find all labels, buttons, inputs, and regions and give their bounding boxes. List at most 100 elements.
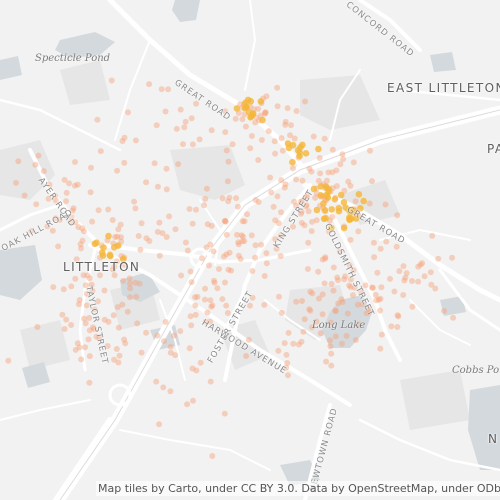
incident-point <box>131 198 138 205</box>
incident-point-hotspot <box>302 150 310 157</box>
incident-point <box>290 165 296 172</box>
incident-point-hotspot <box>285 144 293 152</box>
incident-point <box>317 170 324 177</box>
incident-point <box>333 183 340 190</box>
incident-point <box>73 256 80 263</box>
incident-point <box>277 253 284 260</box>
incident-point <box>68 283 75 290</box>
incident-point <box>258 241 265 248</box>
incident-point <box>330 264 337 271</box>
incident-point <box>334 274 341 281</box>
incident-point-hotspot <box>105 232 112 240</box>
incident-point <box>167 349 174 356</box>
incident-point <box>369 284 376 291</box>
incident-point <box>72 182 78 189</box>
incident-point <box>162 108 169 115</box>
incident-point-hotspot <box>322 191 330 199</box>
incident-point <box>75 301 82 308</box>
incident-point <box>302 194 309 201</box>
incident-point <box>325 169 332 176</box>
incident-point-hotspot <box>360 197 368 205</box>
incident-point <box>210 248 217 255</box>
incident-point <box>126 275 133 282</box>
incident-point <box>270 203 277 210</box>
incident-point <box>167 388 174 395</box>
incident-point <box>223 302 230 309</box>
incident-point <box>278 209 284 216</box>
incident-point <box>242 123 249 130</box>
incident-point <box>52 215 59 222</box>
incident-point <box>143 235 150 242</box>
incident-point <box>95 298 101 305</box>
incident-point <box>319 256 326 263</box>
incident-point-hotspot <box>289 158 296 166</box>
incident-point-hotspot <box>99 252 107 259</box>
incident-point <box>113 258 120 265</box>
incident-point <box>272 236 279 243</box>
incident-point <box>82 282 89 289</box>
incident-point-hotspot <box>328 206 336 213</box>
incident-point <box>301 316 308 323</box>
incident-point <box>221 218 228 225</box>
incident-point-hotspot <box>323 183 330 191</box>
incident-point <box>55 243 62 250</box>
incident-point <box>126 280 133 287</box>
incident-point <box>193 100 200 107</box>
incident-point <box>63 198 70 205</box>
incident-point <box>219 195 226 202</box>
incident-point <box>279 147 286 154</box>
incident-point <box>207 378 214 385</box>
incident-point <box>13 179 19 186</box>
incident-point <box>223 147 230 154</box>
incident-point <box>203 244 210 251</box>
incident-point <box>111 263 118 270</box>
incident-point <box>255 157 262 163</box>
incident-point <box>239 238 246 245</box>
incident-point <box>373 297 380 304</box>
incident-point <box>346 262 353 269</box>
attribution-carto-link[interactable]: Carto <box>168 482 199 495</box>
incident-point <box>283 364 290 371</box>
incident-point <box>177 328 184 335</box>
incident-point <box>91 306 98 313</box>
incident-point <box>262 109 269 116</box>
incident-point <box>143 179 150 186</box>
incident-point <box>146 238 153 244</box>
incident-point-hotspot <box>313 206 321 214</box>
incident-point <box>335 300 342 307</box>
incident-point <box>371 254 378 261</box>
crime-points-layer <box>5 77 457 459</box>
incident-point <box>293 298 300 305</box>
incident-point <box>375 296 382 303</box>
incident-point <box>237 256 244 262</box>
incident-point <box>395 313 402 320</box>
incident-point <box>207 318 214 325</box>
incident-point <box>165 86 172 93</box>
attribution-cc-link[interactable]: CC BY 3.0 <box>240 482 295 495</box>
incident-point <box>351 284 358 291</box>
incident-point <box>299 298 305 304</box>
incident-point <box>281 340 288 347</box>
incident-point <box>188 322 195 329</box>
incident-point <box>35 152 42 159</box>
incident-point <box>132 137 139 144</box>
incident-point <box>355 228 362 235</box>
incident-point <box>261 273 268 279</box>
incident-point <box>233 195 240 202</box>
incident-point <box>161 338 167 345</box>
incident-point <box>226 249 233 256</box>
incident-point <box>119 138 126 144</box>
incident-point <box>300 328 307 335</box>
incident-point <box>50 284 57 291</box>
incident-point <box>192 294 199 301</box>
incident-point <box>316 155 323 161</box>
incident-point <box>188 115 195 122</box>
attribution-osm-link[interactable]: OpenStreetMap <box>348 482 435 495</box>
incident-point <box>403 270 410 277</box>
incident-point <box>372 292 379 298</box>
incident-point <box>290 223 296 230</box>
incident-point <box>216 266 222 272</box>
incident-point <box>339 299 346 305</box>
incident-point <box>409 303 416 310</box>
